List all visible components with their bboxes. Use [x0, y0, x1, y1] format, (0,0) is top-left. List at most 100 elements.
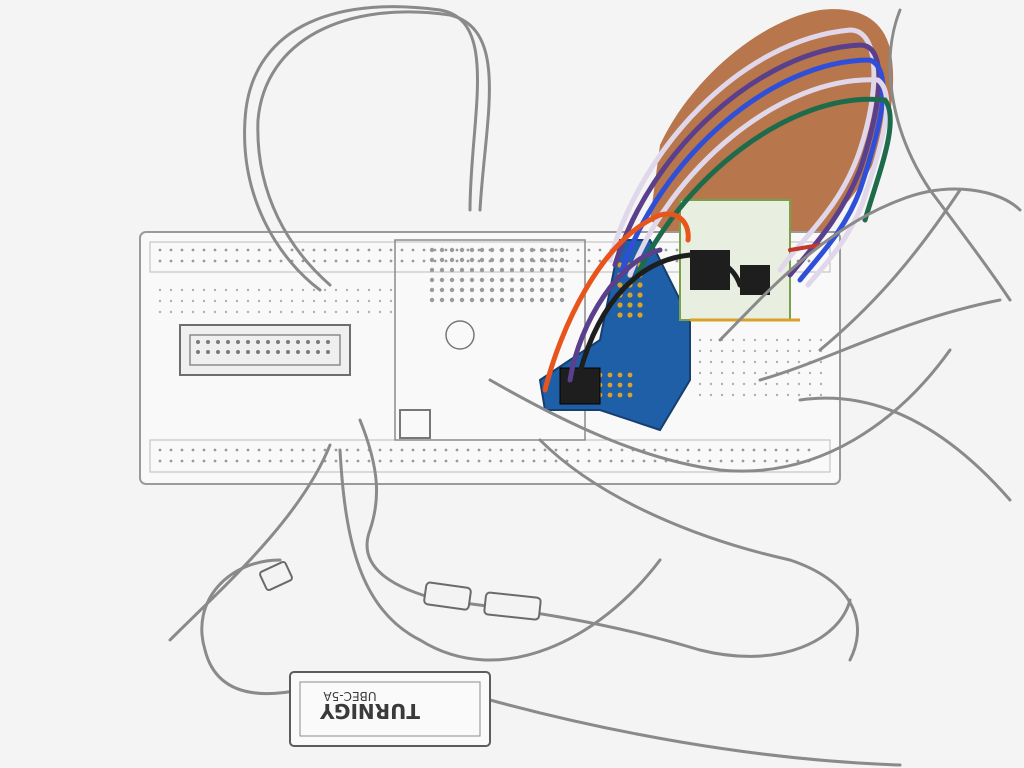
shield-hole [449, 267, 455, 273]
breadboard-hole [323, 310, 327, 314]
breadboard-hole [422, 448, 426, 452]
breadboard-hole [455, 259, 459, 263]
breadboard-hole [279, 299, 283, 303]
breadboard-hole [224, 299, 228, 303]
breadboard-hole [345, 459, 349, 463]
breadboard-hole [709, 371, 713, 375]
breadboard-hole [180, 459, 184, 463]
shield-holes [429, 247, 565, 303]
breadboard-hole [719, 459, 723, 463]
breadboard-hole [356, 459, 360, 463]
breadboard-hole [334, 248, 338, 252]
breadboard-hole [389, 310, 393, 314]
breadboard-hole [356, 288, 360, 292]
bec-brand-label: TURNIGY [320, 699, 420, 723]
blue-pad [627, 392, 633, 398]
breadboard-hole [764, 371, 768, 375]
breadboard-hole [499, 459, 503, 463]
breadboard-hole [290, 299, 294, 303]
breadboard-hole [554, 248, 558, 252]
connector-pin [296, 340, 300, 344]
reset-button [399, 409, 431, 439]
shield-hole [529, 267, 535, 273]
shield-hole [549, 277, 555, 283]
breadboard-hole [290, 310, 294, 314]
shield-hole [439, 277, 445, 283]
breadboard-hole [675, 259, 679, 263]
blue-pad [617, 312, 623, 318]
breadboard-hole [742, 338, 746, 342]
blue-pad [627, 382, 633, 388]
shield-hole [499, 297, 505, 303]
shield-hole [489, 277, 495, 283]
breadboard-hole [180, 259, 184, 263]
breadboard-hole [565, 248, 569, 252]
breadboard-hole [786, 360, 790, 364]
shield-hole [549, 247, 555, 253]
connector-pin [286, 350, 290, 354]
breadboard-hole [334, 299, 338, 303]
breadboard-hole [158, 248, 162, 252]
breadboard-hole [731, 349, 735, 353]
breadboard-hole [235, 288, 239, 292]
breadboard-hole [235, 299, 239, 303]
breadboard-hole [709, 349, 713, 353]
breadboard-hole [819, 382, 823, 386]
breadboard-hole [786, 382, 790, 386]
breadboard-hole [709, 338, 713, 342]
breadboard-hole [323, 448, 327, 452]
breadboard-hole [323, 288, 327, 292]
breadboard-hole [764, 338, 768, 342]
breadboard-hole [720, 360, 724, 364]
shield-hole [479, 257, 485, 263]
breadboard-hole [719, 448, 723, 452]
breadboard-hole [224, 459, 228, 463]
shield-hole [559, 277, 565, 283]
breadboard-hole [753, 349, 757, 353]
blue-pad [617, 302, 623, 308]
breadboard-hole [576, 248, 580, 252]
logo-mark [445, 320, 475, 350]
breadboard-hole [323, 248, 327, 252]
shield-hole [479, 297, 485, 303]
shield-hole [509, 287, 515, 293]
breadboard-hole [367, 299, 371, 303]
breadboard-hole [202, 259, 206, 263]
breadboard-hole [488, 448, 492, 452]
breadboard-hole [664, 448, 668, 452]
shield-hole [429, 287, 435, 293]
breadboard-hole [257, 448, 261, 452]
breadboard-hole [742, 349, 746, 353]
shield-hole [449, 247, 455, 253]
breadboard-hole [510, 448, 514, 452]
breadboard-hole [378, 259, 382, 263]
breadboard-hole [587, 248, 591, 252]
breadboard-hole [466, 248, 470, 252]
breadboard-hole [290, 248, 294, 252]
breadboard-hole [312, 310, 316, 314]
proto-shield [394, 239, 586, 441]
breadboard-hole [731, 338, 735, 342]
shield-hole [509, 247, 515, 253]
breadboard-hole [763, 448, 767, 452]
breadboard-hole [389, 248, 393, 252]
breadboard-hole [731, 371, 735, 375]
breadboard-hole [180, 310, 184, 314]
breadboard-hole [345, 299, 349, 303]
connector-pin [206, 350, 210, 354]
connector-pin [316, 350, 320, 354]
breadboard-hole [796, 448, 800, 452]
breadboard-hole [709, 393, 713, 397]
breadboard-hole [356, 299, 360, 303]
breadboard-hole [389, 288, 393, 292]
breadboard-hole [279, 310, 283, 314]
shield-hole [539, 247, 545, 253]
shield-hole [469, 267, 475, 273]
breadboard-hole [466, 448, 470, 452]
blue-pad [637, 302, 643, 308]
breadboard-hole [235, 248, 239, 252]
breadboard-hole [808, 382, 812, 386]
breadboard-hole [224, 248, 228, 252]
breadboard-hole [587, 459, 591, 463]
colored-wires [542, 27, 893, 393]
